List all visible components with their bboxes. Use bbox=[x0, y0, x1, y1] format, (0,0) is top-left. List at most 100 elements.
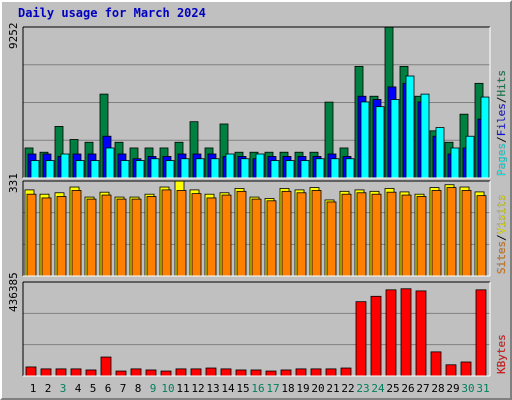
bar-pages-day-18 bbox=[285, 160, 295, 179]
bar-sites-day-24 bbox=[371, 193, 382, 277]
bar-kbytes-day-3 bbox=[55, 368, 67, 377]
x-tick-label-day-21: 21 bbox=[326, 382, 339, 395]
bar-sites-day-31 bbox=[476, 195, 487, 277]
bar-sites-day-22 bbox=[341, 193, 352, 277]
legend-separator: / bbox=[495, 234, 508, 241]
legend-visits: Visits bbox=[495, 195, 508, 235]
x-tick-label-day-27: 27 bbox=[416, 382, 429, 395]
bar-kbytes-day-12 bbox=[190, 368, 202, 377]
x-tick-label-day-18: 18 bbox=[281, 382, 294, 395]
bar-kbytes-day-31 bbox=[475, 289, 487, 377]
x-tick-label-day-6: 6 bbox=[105, 382, 112, 395]
bar-sites-day-18 bbox=[281, 190, 292, 277]
bar-kbytes-day-8 bbox=[130, 368, 142, 377]
bar-kbytes-day-26 bbox=[400, 288, 412, 377]
bar-sites-day-3 bbox=[56, 196, 67, 277]
x-tick-label-day-4: 4 bbox=[75, 382, 82, 395]
legend-kbytes: KBytes bbox=[495, 334, 508, 374]
bar-kbytes-day-9 bbox=[145, 369, 157, 377]
x-tick-label-day-11: 11 bbox=[176, 382, 189, 395]
bar-pages-day-11 bbox=[180, 158, 190, 179]
x-tick-label-day-8: 8 bbox=[135, 382, 142, 395]
bar-sites-day-14 bbox=[221, 194, 232, 277]
bar-sites-day-27 bbox=[416, 196, 427, 277]
bar-pages-day-12 bbox=[195, 158, 205, 179]
bar-kbytes-day-7 bbox=[115, 370, 127, 377]
bar-sites-day-25 bbox=[386, 191, 397, 277]
bar-pages-day-15 bbox=[240, 158, 250, 179]
bar-sites-day-9 bbox=[146, 196, 157, 277]
bar-kbytes-day-20 bbox=[310, 368, 322, 377]
bar-sites-day-11 bbox=[176, 190, 187, 277]
x-tick-label-day-16: 16 bbox=[251, 382, 264, 395]
x-tick-label-day-1: 1 bbox=[30, 382, 37, 395]
x-tick-label-day-2: 2 bbox=[45, 382, 52, 395]
bar-pages-day-2 bbox=[45, 160, 55, 179]
bar-pages-day-16 bbox=[255, 153, 265, 179]
panel-visits-sites-legend: Sites/Visits bbox=[495, 195, 508, 275]
bar-kbytes-day-4 bbox=[70, 368, 82, 377]
bar-kbytes-day-5 bbox=[85, 369, 97, 377]
bar-pages-day-5 bbox=[90, 160, 100, 179]
bar-pages-day-6 bbox=[105, 147, 115, 179]
legend-hits: Hits bbox=[495, 70, 508, 97]
x-tick-label-day-17: 17 bbox=[266, 382, 279, 395]
bar-pages-day-28 bbox=[435, 127, 445, 179]
bar-sites-day-23 bbox=[356, 192, 367, 277]
x-tick-label-day-26: 26 bbox=[401, 382, 414, 395]
bar-sites-day-2 bbox=[41, 197, 52, 277]
bar-pages-day-31 bbox=[480, 96, 490, 179]
bar-pages-day-8 bbox=[135, 160, 145, 179]
panel-hits-files-pages-max-label: 9252 bbox=[7, 23, 20, 50]
x-tick-label-day-15: 15 bbox=[236, 382, 249, 395]
bar-sites-day-26 bbox=[401, 194, 412, 277]
bar-pages-day-26 bbox=[405, 75, 415, 179]
legend-pages: Pages bbox=[495, 143, 508, 176]
bar-sites-day-8 bbox=[131, 198, 142, 277]
bar-pages-day-23 bbox=[360, 101, 370, 179]
bar-pages-day-24 bbox=[375, 106, 385, 179]
bar-pages-day-17 bbox=[270, 160, 280, 179]
bar-pages-day-29 bbox=[450, 147, 460, 179]
bar-pages-day-22 bbox=[345, 158, 355, 179]
bar-pages-day-3 bbox=[60, 153, 70, 179]
bar-pages-day-7 bbox=[120, 160, 130, 179]
x-tick-label-day-13: 13 bbox=[206, 382, 219, 395]
bar-kbytes-day-18 bbox=[280, 369, 292, 377]
bar-kbytes-day-19 bbox=[295, 368, 307, 377]
x-tick-label-day-23: 23 bbox=[356, 382, 369, 395]
bar-sites-day-7 bbox=[116, 198, 127, 277]
legend-files: Files bbox=[495, 103, 508, 136]
x-tick-label-day-31: 31 bbox=[476, 382, 489, 395]
bar-pages-day-10 bbox=[165, 160, 175, 179]
bar-kbytes-day-16 bbox=[250, 369, 262, 377]
bar-kbytes-day-25 bbox=[385, 289, 397, 377]
bar-kbytes-day-17 bbox=[265, 370, 277, 377]
x-tick-label-day-28: 28 bbox=[431, 382, 444, 395]
bar-pages-day-4 bbox=[75, 160, 85, 179]
legend-separator: / bbox=[495, 136, 508, 143]
bar-kbytes-day-2 bbox=[40, 368, 52, 377]
x-tick-label-day-10: 10 bbox=[161, 382, 174, 395]
bar-pages-day-19 bbox=[300, 160, 310, 179]
bar-pages-day-13 bbox=[210, 158, 220, 179]
bar-kbytes-day-13 bbox=[205, 367, 217, 377]
bar-kbytes-day-28 bbox=[430, 351, 442, 377]
x-tick-label-day-7: 7 bbox=[120, 382, 127, 395]
bar-sites-day-30 bbox=[461, 190, 472, 277]
panel-kbytes-max-label: 436385 bbox=[7, 272, 20, 312]
bar-sites-day-6 bbox=[101, 194, 112, 277]
bar-sites-day-20 bbox=[311, 190, 322, 277]
bar-pages-day-25 bbox=[390, 99, 400, 179]
bar-kbytes-day-21 bbox=[325, 368, 337, 377]
bar-kbytes-day-24 bbox=[370, 295, 382, 377]
x-tick-label-day-29: 29 bbox=[446, 382, 459, 395]
x-tick-label-day-19: 19 bbox=[296, 382, 309, 395]
x-tick-label-day-5: 5 bbox=[90, 382, 97, 395]
bar-sites-day-13 bbox=[206, 197, 217, 277]
bar-sites-day-17 bbox=[266, 200, 277, 277]
panel-visits-sites-max-label: 331 bbox=[7, 173, 20, 193]
bar-kbytes-day-29 bbox=[445, 364, 457, 377]
bar-kbytes-day-1 bbox=[25, 366, 37, 377]
